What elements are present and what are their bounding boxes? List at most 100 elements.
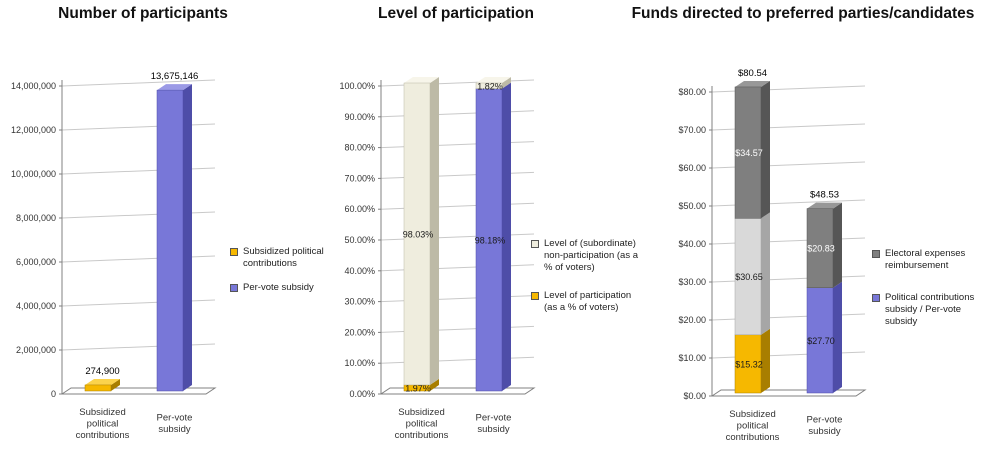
legend-item: Per-vote subsidy <box>230 282 332 294</box>
y-tick-label: $60.00 <box>678 163 706 173</box>
category-label: Per-vote <box>476 413 512 424</box>
y-tick-label: 20.00% <box>344 327 375 337</box>
participation-chart: 0.00% 10.00% 20.00% 30.00% 40.00% 50.00% 60.00… <box>333 0 660 461</box>
chart-title-funds: Funds directed to preferred parties/cand… <box>631 5 975 22</box>
y-tick-label: 70.00% <box>344 173 375 183</box>
data-label: 98.03% <box>403 229 434 239</box>
bar-segment-top <box>404 77 439 83</box>
bar-segment-side <box>502 82 511 392</box>
y-tick-label: 30.00% <box>344 297 375 307</box>
bar-segment <box>156 89 184 392</box>
participation-chart-canvas: 0.00% 10.00% 20.00% 30.00% 40.00% 50.00% 60.00… <box>339 77 536 441</box>
chart-title-participants: Number of participants <box>58 5 228 22</box>
bar-segment <box>734 86 762 219</box>
legend-label: Per-vote subsidy <box>243 281 314 293</box>
bar-segment <box>734 218 762 336</box>
bar-segment-top <box>476 77 511 83</box>
y-tick-label: 100.00% <box>339 81 375 91</box>
grid-line <box>61 211 216 219</box>
bar-segment <box>475 88 503 392</box>
category-label: political <box>406 419 438 430</box>
legend-color-swatch <box>230 248 238 256</box>
legend-item: Subsidized political contributions <box>230 246 332 270</box>
bar-segment-side <box>761 80 770 219</box>
data-label: $20.83 <box>807 244 835 254</box>
bar-segment <box>84 384 112 392</box>
y-tick-label: 4,000,000 <box>16 301 56 311</box>
legend-label: Electoral expenses reimbursement <box>885 248 966 271</box>
grid-line <box>61 167 216 175</box>
category-label: Subsidized <box>729 409 775 420</box>
legend-color-swatch <box>531 291 539 300</box>
y-tick-label: 6,000,000 <box>16 257 56 267</box>
y-tick-label: 10.00% <box>344 358 375 368</box>
funds-chart-legend: Electoral expenses reimbursement Politica… <box>872 248 1000 327</box>
y-tick-label: 0 <box>51 389 56 399</box>
grid-line <box>61 79 216 87</box>
legend-item: Political contributions subsidy / Per-vo… <box>872 292 1000 328</box>
y-tick-label: 40.00% <box>344 266 375 276</box>
y-tick-label: $10.00 <box>678 353 706 363</box>
bar-segment-side <box>430 378 439 391</box>
y-tick-label: 10,000,000 <box>11 169 56 179</box>
funds-chart-canvas: $0.00 $10.00 $20.00 $30.00 $40.00 $50.00 $60.0… <box>678 68 867 443</box>
legend-color-swatch <box>872 293 880 302</box>
participation-chart-legend: Level of (subordinate) non-participation… <box>531 238 665 313</box>
grid-line <box>61 299 216 307</box>
bar-segment <box>806 208 834 288</box>
data-label: $15.32 <box>735 359 763 369</box>
bar-segment-side <box>833 202 842 288</box>
data-label: 1.82% <box>477 81 503 91</box>
legend-item: Electoral expenses reimbursement <box>872 248 1000 272</box>
y-tick-label: 2,000,000 <box>16 345 56 355</box>
y-tick-label: $0.00 <box>683 391 706 401</box>
legend-label: Political contributions subsidy / Per-vo… <box>885 291 975 327</box>
legend-label: Subsidized political contributions <box>243 246 324 269</box>
y-tick-label: 8,000,000 <box>16 213 56 223</box>
y-tick-label: $40.00 <box>678 239 706 249</box>
grid-line <box>61 123 216 131</box>
category-label: Per-vote <box>157 413 193 424</box>
bar-segment-top <box>735 80 770 87</box>
total-label: $80.54 <box>738 68 767 79</box>
legend-label: Level of participation (as a % of voters… <box>544 289 632 313</box>
category-label: contributions <box>395 430 449 441</box>
bar-segment <box>806 287 834 394</box>
legend-color-swatch <box>531 240 539 248</box>
funds-chart: $0.00 $10.00 $20.00 $30.00 $40.00 $50.00 $60.0… <box>660 0 1000 461</box>
bar-segment-side <box>111 378 120 391</box>
category-label: contributions <box>726 432 780 443</box>
bar-segment-side <box>183 84 192 391</box>
bar-segment-top <box>85 378 120 385</box>
total-label: 13,675,146 <box>151 71 199 82</box>
participants-chart-canvas: 0 2,000,000 4,000,000 6,000,000 8,000,000 10,… <box>11 71 217 441</box>
category-label: subsidy <box>808 426 840 437</box>
data-label: 98.18% <box>475 235 506 245</box>
grid-line <box>61 255 216 263</box>
y-tick-label: 14,000,000 <box>11 81 56 91</box>
bar-segment-top <box>157 84 192 91</box>
legend-label: Level of (subordinate) non-participation… <box>544 238 638 273</box>
y-tick-label: 12,000,000 <box>11 125 56 135</box>
y-tick-label: $20.00 <box>678 315 706 325</box>
grid-line <box>61 343 216 351</box>
category-label: Per-vote <box>807 415 843 426</box>
legend-item: Level of (subordinate) non-participation… <box>531 238 665 274</box>
y-tick-label: 50.00% <box>344 235 375 245</box>
participants-chart-legend: Subsidized political contributions Per-vo… <box>230 246 332 294</box>
data-label: $27.70 <box>807 336 835 346</box>
bar-segment-side <box>430 77 439 385</box>
y-tick-label: 0.00% <box>349 389 375 399</box>
y-tick-label: $70.00 <box>678 125 706 135</box>
category-label: subsidy <box>158 424 190 435</box>
bar-segment-top <box>807 202 842 209</box>
category-label: political <box>87 419 119 430</box>
bar-segment-side <box>502 77 511 89</box>
data-label: $30.65 <box>735 272 763 282</box>
category-label: political <box>737 421 769 432</box>
y-tick-label: 90.00% <box>344 112 375 122</box>
bar-segment <box>734 334 762 394</box>
total-label: 274,900 <box>85 366 119 377</box>
legend-item: Level of participation (as a % of voters… <box>531 290 665 314</box>
